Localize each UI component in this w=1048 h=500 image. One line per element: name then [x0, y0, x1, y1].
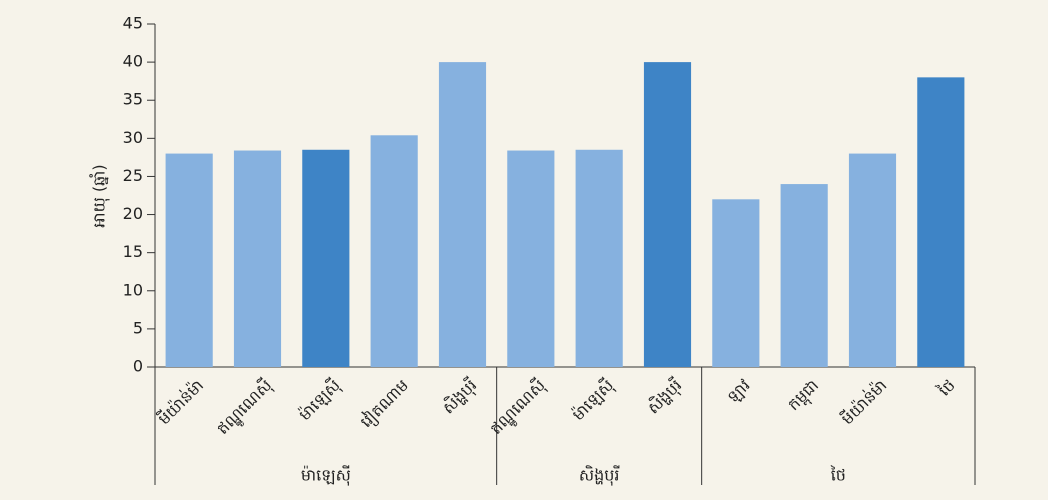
bar [712, 199, 760, 367]
bar [370, 135, 418, 367]
y-tick-label: 40 [123, 52, 143, 71]
bar [575, 149, 623, 367]
y-tick-label: 15 [123, 242, 143, 261]
y-tick-label: 30 [123, 128, 143, 147]
bar [233, 150, 282, 367]
y-tick-label: 0 [133, 357, 143, 376]
y-tick-label: 10 [123, 280, 143, 299]
bar [643, 62, 692, 367]
bar [438, 62, 487, 367]
y-tick-label: 20 [123, 204, 143, 223]
y-tick-label: 25 [123, 166, 143, 185]
y-tick-label: 45 [123, 14, 143, 33]
bar [507, 150, 555, 367]
bar [780, 184, 828, 367]
y-tick-label: 35 [123, 90, 143, 109]
group-label: សិង្ហបុរី [579, 465, 620, 487]
bar [165, 153, 213, 367]
bar [302, 149, 350, 367]
y-axis-label: អាយុ (ឆ្នាំ) [89, 164, 111, 227]
group-label: ថៃ [830, 465, 846, 485]
bar [917, 77, 965, 367]
y-tick-label: 5 [133, 318, 143, 337]
bar [848, 153, 897, 367]
group-label: ម៉ាឡេស៊ី [301, 465, 351, 487]
